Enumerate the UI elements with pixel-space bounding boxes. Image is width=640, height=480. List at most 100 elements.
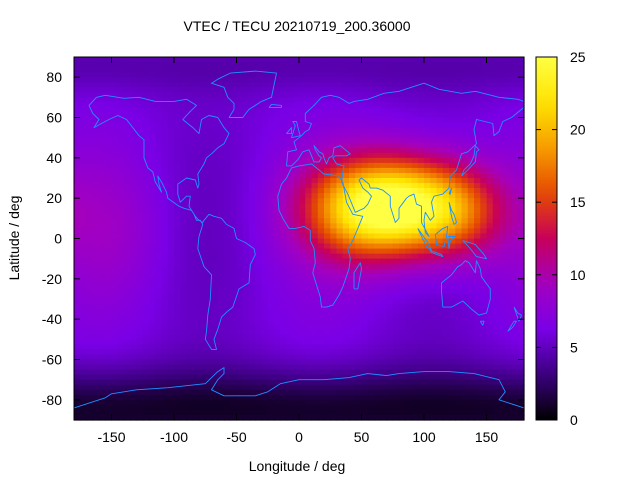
- heatmap-cell: [505, 127, 513, 134]
- heatmap-cell: [186, 248, 194, 255]
- heatmap-cell: [361, 137, 369, 144]
- heatmap-cell: [92, 162, 100, 169]
- heatmap-cell: [392, 273, 400, 280]
- heatmap-cell: [392, 67, 400, 73]
- heatmap-cell: [292, 354, 300, 361]
- heatmap-cell: [255, 132, 263, 139]
- heatmap-cell: [342, 107, 350, 114]
- heatmap-cell: [211, 77, 219, 83]
- heatmap-cell: [199, 253, 206, 260]
- heatmap-cell: [155, 97, 163, 103]
- heatmap-cell: [192, 354, 200, 361]
- heatmap-cell: [317, 369, 325, 376]
- heatmap-cell: [155, 404, 163, 411]
- heatmap-cell: [399, 304, 406, 310]
- heatmap-cell: [449, 384, 456, 391]
- heatmap-cell: [492, 299, 500, 305]
- heatmap-cell: [161, 82, 169, 88]
- heatmap-cell: [255, 384, 263, 391]
- heatmap-cell: [86, 127, 94, 134]
- heatmap-cell: [292, 82, 300, 88]
- heatmap-cell: [111, 127, 119, 134]
- heatmap-cell: [261, 329, 269, 335]
- heatmap-cell: [249, 253, 256, 260]
- heatmap-cell: [80, 117, 88, 124]
- heatmap-cell: [130, 167, 138, 174]
- heatmap-cell: [242, 243, 250, 250]
- heatmap-cell: [467, 147, 475, 154]
- heatmap-cell: [267, 62, 275, 68]
- heatmap-cell: [280, 374, 288, 381]
- heatmap-cell: [99, 273, 106, 280]
- heatmap-cell: [330, 243, 338, 250]
- heatmap-cell: [499, 389, 506, 396]
- heatmap-cell: [199, 132, 206, 139]
- heatmap-cell: [149, 374, 156, 381]
- heatmap-cell: [386, 107, 394, 114]
- heatmap-cell: [399, 359, 406, 366]
- heatmap-cell: [349, 319, 356, 325]
- heatmap-cell: [292, 233, 300, 240]
- heatmap-cell: [417, 384, 425, 391]
- heatmap-cell: [505, 319, 513, 325]
- heatmap-cell: [374, 283, 381, 290]
- heatmap-cell: [317, 183, 325, 189]
- heatmap-cell: [161, 172, 169, 179]
- heatmap-cell: [117, 82, 125, 88]
- heatmap-cell: [105, 384, 113, 391]
- heatmap-cell: [505, 112, 513, 119]
- heatmap-cell: [211, 389, 219, 396]
- heatmap-cell: [449, 112, 456, 119]
- heatmap-cell: [374, 198, 381, 204]
- heatmap-cell: [492, 62, 500, 68]
- heatmap-cell: [374, 183, 381, 189]
- heatmap-cell: [380, 319, 388, 325]
- heatmap-cell: [124, 344, 131, 351]
- heatmap-cell: [292, 324, 300, 330]
- heatmap-cell: [236, 87, 244, 93]
- heatmap-cell: [224, 329, 231, 335]
- heatmap-cell: [305, 167, 313, 174]
- heatmap-cell: [511, 238, 519, 245]
- heatmap-cell: [99, 152, 106, 159]
- heatmap-cell: [324, 193, 331, 199]
- heatmap-cell: [192, 364, 200, 371]
- heatmap-cell: [455, 228, 463, 235]
- heatmap-cell: [92, 359, 100, 366]
- heatmap-cell: [267, 57, 275, 63]
- heatmap-cell: [474, 62, 481, 68]
- heatmap-cell: [124, 339, 131, 345]
- heatmap-cell: [417, 107, 425, 114]
- heatmap-cell: [105, 213, 113, 219]
- heatmap-cell: [480, 248, 488, 255]
- heatmap-cell: [211, 167, 219, 174]
- heatmap-cell: [161, 359, 169, 366]
- heatmap-cell: [486, 334, 494, 340]
- heatmap-cell: [361, 77, 369, 83]
- heatmap-cell: [242, 233, 250, 240]
- heatmap-cell: [86, 178, 94, 184]
- heatmap-cell: [211, 273, 219, 280]
- heatmap-cell: [511, 253, 519, 260]
- heatmap-cell: [242, 167, 250, 174]
- heatmap-cell: [511, 369, 519, 376]
- heatmap-cell: [267, 188, 275, 194]
- heatmap-cell: [417, 258, 425, 265]
- heatmap-cell: [405, 57, 413, 63]
- heatmap-cell: [99, 319, 106, 325]
- heatmap-cell: [374, 147, 381, 154]
- heatmap-cell: [199, 329, 206, 335]
- heatmap-cell: [499, 258, 506, 265]
- heatmap-cell: [161, 339, 169, 345]
- heatmap-cell: [399, 379, 406, 386]
- heatmap-cell: [367, 178, 375, 184]
- heatmap-cell: [292, 278, 300, 285]
- heatmap-cell: [461, 384, 469, 391]
- heatmap-cell: [174, 112, 181, 119]
- heatmap-cell: [242, 268, 250, 275]
- heatmap-cell: [442, 167, 450, 174]
- heatmap-cell: [99, 324, 106, 330]
- heatmap-cell: [486, 233, 494, 240]
- heatmap-cell: [330, 278, 338, 285]
- heatmap-cell: [424, 72, 431, 78]
